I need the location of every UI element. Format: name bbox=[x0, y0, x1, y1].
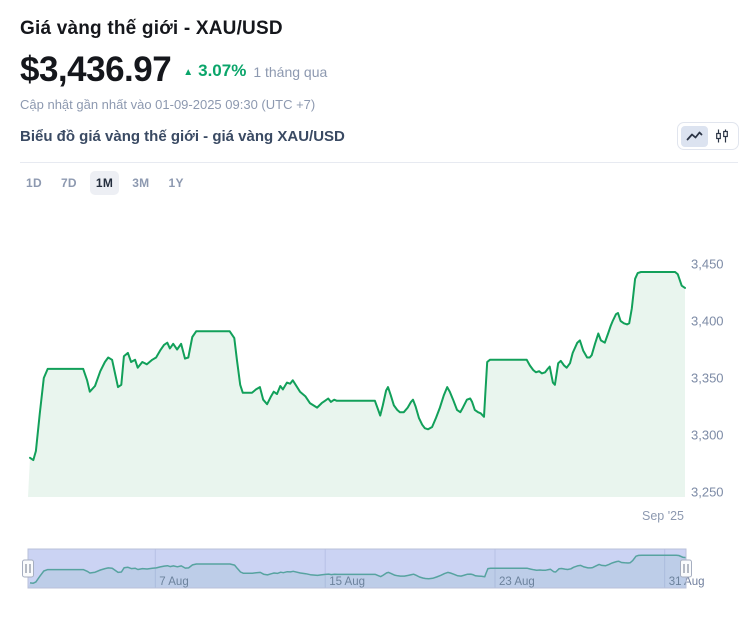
navigator-date-label: 15 Aug bbox=[329, 576, 365, 588]
candlestick-icon bbox=[715, 129, 728, 143]
divider bbox=[20, 162, 738, 163]
navigator-date-label: 31 Aug bbox=[669, 576, 705, 588]
navigator-date-label: 7 Aug bbox=[159, 576, 188, 588]
y-axis-label: 3,350 bbox=[691, 371, 724, 386]
range-tab-7d[interactable]: 7D bbox=[55, 171, 83, 195]
range-tab-1d[interactable]: 1D bbox=[20, 171, 48, 195]
navigator-mask[interactable] bbox=[28, 549, 686, 588]
up-arrow-icon: ▲ bbox=[183, 67, 194, 78]
candlestick-toggle-button[interactable] bbox=[708, 126, 735, 147]
navigator-handle-right[interactable] bbox=[680, 559, 692, 578]
navigator-handle-right-grip[interactable] bbox=[680, 559, 692, 578]
change-period: 1 tháng qua bbox=[253, 64, 328, 80]
chart-area-fill bbox=[28, 272, 685, 497]
range-tabs: 1D 7D 1M 3M 1Y bbox=[20, 171, 190, 195]
chart-series-line[interactable] bbox=[29, 271, 686, 462]
price-chart[interactable]: 3,450 3,400 3,350 3,300 3,250 Sep '25 bbox=[0, 213, 750, 531]
chart-navigator[interactable]: 7 Aug 15 Aug 23 Aug 31 Aug bbox=[0, 548, 750, 600]
price-row: $3,436.97 ▲ 3.07% 1 tháng qua bbox=[20, 50, 327, 90]
navigator-handle-left-grip[interactable] bbox=[22, 559, 34, 578]
y-axis-label: 3,300 bbox=[691, 428, 724, 443]
x-axis-label: Sep '25 bbox=[642, 509, 684, 523]
y-axis-label: 3,400 bbox=[691, 314, 724, 329]
navigator-series-line bbox=[29, 554, 687, 584]
last-updated-text: Cập nhật gần nhất vào 01-09-2025 09:30 (… bbox=[20, 97, 316, 112]
current-price: $3,436.97 bbox=[20, 50, 172, 89]
y-axis-label: 3,250 bbox=[691, 485, 724, 500]
navigator-date-label: 23 Aug bbox=[499, 576, 535, 588]
range-tab-1m[interactable]: 1M bbox=[89, 171, 120, 195]
y-axis-label: 3,450 bbox=[691, 257, 724, 272]
chart-subtitle: Biểu đồ giá vàng thế giới - giá vàng XAU… bbox=[20, 128, 345, 145]
change-percent: 3.07% bbox=[198, 61, 247, 80]
range-tab-1y[interactable]: 1Y bbox=[162, 171, 189, 195]
navigator-area-fill bbox=[28, 555, 686, 588]
line-chart-toggle-button[interactable] bbox=[681, 125, 708, 147]
navigator-handle-left[interactable] bbox=[22, 559, 34, 578]
range-tab-3m[interactable]: 3M bbox=[126, 171, 155, 195]
line-chart-icon bbox=[686, 131, 703, 141]
chart-type-toggle bbox=[677, 122, 739, 150]
page-title: Giá vàng thế giới - XAU/USD bbox=[20, 18, 283, 39]
